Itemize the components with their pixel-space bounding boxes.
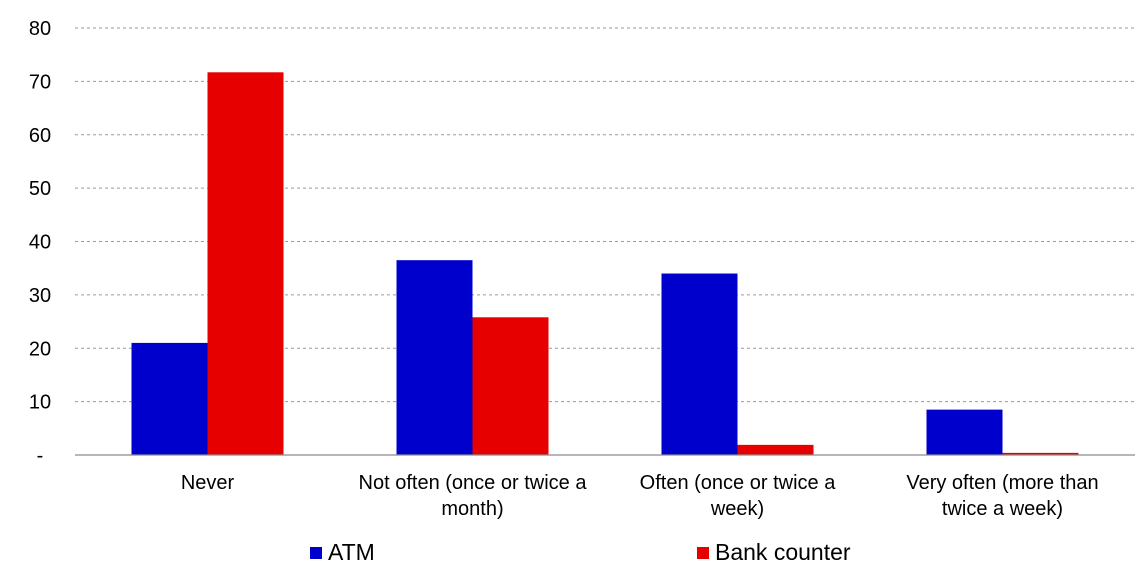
bar-atm bbox=[396, 260, 473, 455]
y-tick-label: 80 bbox=[29, 18, 51, 40]
bar-atm bbox=[661, 273, 738, 455]
y-tick-label: 60 bbox=[29, 125, 51, 147]
x-category-label: Not often (once or twice a month) bbox=[359, 472, 588, 520]
x-category-label: Very often (more than twice a week) bbox=[906, 472, 1098, 520]
bars bbox=[131, 72, 1079, 456]
x-category-label: Often (once or twice a week) bbox=[640, 472, 837, 520]
bar-bank-counter bbox=[207, 72, 284, 456]
legend-swatch-atm bbox=[310, 546, 322, 559]
bar-bank-counter bbox=[737, 444, 814, 455]
y-tick-label: 20 bbox=[29, 338, 51, 360]
bar-bank-counter bbox=[1002, 452, 1079, 455]
y-tick-label: 30 bbox=[29, 285, 51, 307]
bar-bank-counter bbox=[472, 317, 549, 455]
y-tick-label: - bbox=[37, 445, 44, 467]
y-axis: - 10 20 30 40 50 60 70 80 bbox=[29, 18, 51, 467]
legend-label-atm: ATM bbox=[328, 539, 375, 565]
y-tick-label: 40 bbox=[29, 232, 51, 254]
legend-item-atm: ATM bbox=[310, 539, 375, 566]
bar-atm bbox=[131, 342, 208, 455]
legend-swatch-bank-counter bbox=[697, 546, 709, 559]
y-tick-label: 50 bbox=[29, 178, 51, 200]
legend-item-bank-counter: Bank counter bbox=[697, 539, 851, 566]
y-tick-label: 70 bbox=[29, 71, 51, 93]
x-axis: Never Not often (once or twice a month) Oft… bbox=[75, 454, 1135, 520]
bar-atm bbox=[926, 409, 1003, 455]
x-category-label: Never bbox=[181, 472, 235, 494]
legend-label-bank-counter: Bank counter bbox=[715, 539, 851, 565]
y-tick-label: 10 bbox=[29, 392, 51, 414]
